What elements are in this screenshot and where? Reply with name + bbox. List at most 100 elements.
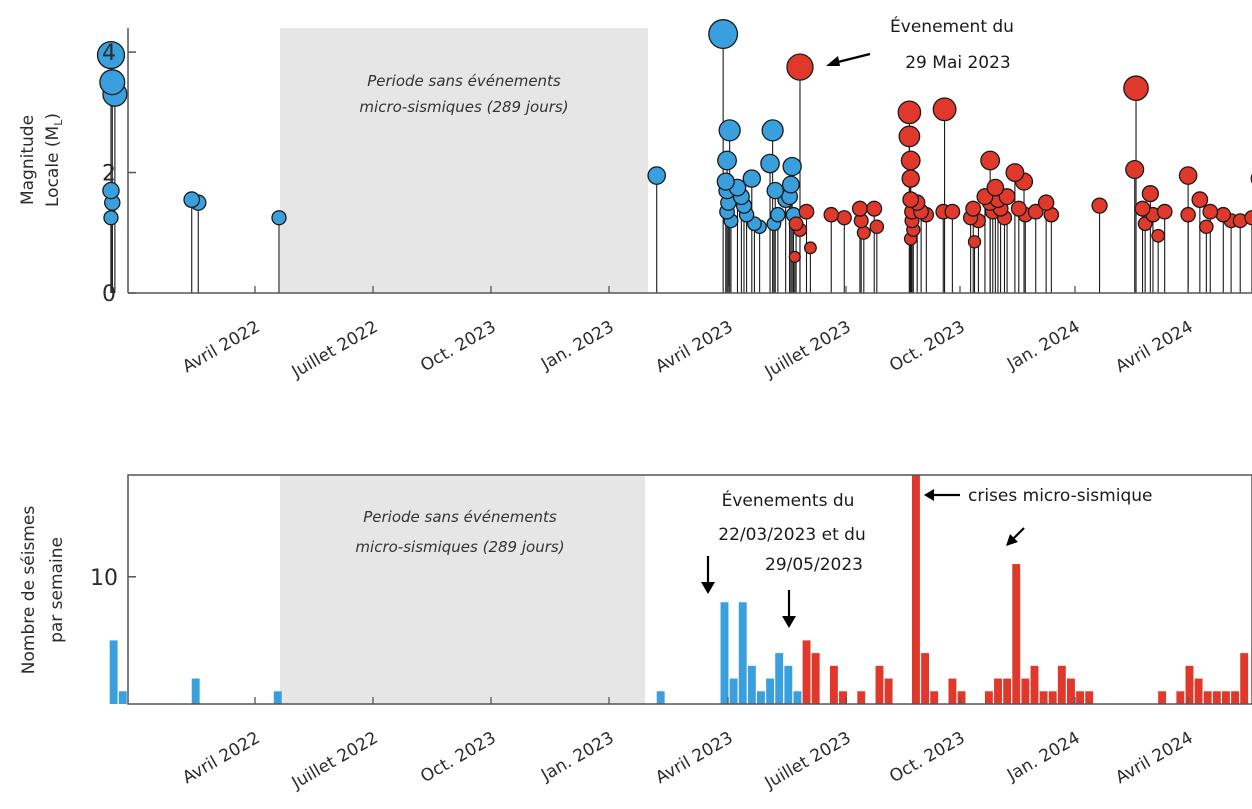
event-point-red-50 [1191,191,1209,209]
week-bar-21 [912,475,920,704]
week-bar-24 [948,678,957,704]
week-bar-31 [1030,665,1039,704]
week-bar-7 [738,602,747,704]
week-bar-19 [875,665,884,704]
event-point-red-39 [866,200,883,217]
x-ticks-2: Avril 2022 Juillet 2022 Oct. 2023 Jan. 2023… [179,697,1197,794]
week-bar-10 [766,678,775,704]
week-bar-23 [930,691,939,704]
event-point-red-1 [803,241,817,255]
week-bar-45 [1231,691,1240,704]
events-annotation-line3: 29/05/2023 [765,555,863,575]
x-tick2-label-7: Jan. 2024 [1003,728,1083,786]
event-point-red-8 [869,219,885,235]
event-point-red-5 [856,225,871,240]
event-point-blue-34 [708,19,739,49]
magnitude-points [96,19,1252,263]
weekly-count-panel: Periode sans événements micro-sismiques … [19,474,1252,794]
week-bar-28 [1003,678,1012,704]
week-bar-46 [1240,653,1249,704]
week-bar-30 [1021,678,1030,704]
event-point-red-60 [1125,159,1145,180]
y-tick-label-2: 2 [102,162,116,187]
event-point-red-44 [1091,197,1108,214]
y-axis-label-line1: Magnitude [18,115,38,205]
week-bar-32 [1039,691,1048,704]
event-point-red-29 [798,203,815,220]
magnitude-panel: Periode sans événements micro-sismiques … [18,15,1252,383]
x-tick2-label-5: Juillet 2023 [761,728,855,794]
event-point-blue-30 [761,119,784,142]
week-bar-39 [1176,691,1185,704]
week-bar-11 [775,653,784,704]
y-axis-label-line2: Locale (ML) [43,113,65,207]
event-point-blue-27 [760,153,780,174]
event-point-red-36 [1156,203,1173,220]
event-point-red-54 [986,178,1005,197]
x-tick-label-7: Jan. 2024 [1003,317,1083,375]
event-point-red-37 [1202,203,1219,220]
quiet-period-label-line2: micro-sismiques (289 jours) [359,98,568,116]
x-tick-label-4: Avril 2023 [652,317,736,377]
x-tick2-label-0: Avril 2022 [179,728,263,788]
x-tick2-label-6: Oct. 2023 [886,728,968,787]
week-bar-14 [802,640,811,704]
x-tick2-label-1: Juillet 2022 [288,728,382,794]
arrow-march-event-head [701,582,715,594]
week-bar-9 [757,691,765,704]
event-point-red-65 [932,97,957,122]
weekly-bars [109,475,1249,704]
week-bar-13 [793,691,802,704]
week-bar-41 [1194,678,1203,704]
event-point-blue-14 [183,191,201,209]
week-bar-27 [994,678,1002,704]
event-point-blue-18 [102,181,120,200]
week-bar-5 [720,602,729,704]
week-bar-44 [1221,691,1230,704]
week-bar-40 [1185,665,1194,704]
event-point-red-47 [1037,194,1055,211]
event-point-blue-29 [718,119,741,142]
y-tick2-label-10: 10 [90,566,118,591]
x-tick-label-6: Oct. 2023 [886,317,968,376]
x-tick-label-0: Avril 2022 [179,317,263,377]
week-bar-29 [1012,564,1021,704]
event-point-red-21 [823,206,840,223]
x-tick-label-2: Oct. 2023 [417,317,499,376]
week-bar-36 [1076,691,1085,704]
week-bar-3 [273,691,282,704]
week-bar-35 [1066,678,1075,704]
crisis-annotation: crises micro-sismique [968,486,1152,506]
y-axis-label2-line1: Nombre de séismes [19,506,39,675]
quiet-period-label2-line2: micro-sismiques (289 jours) [355,538,564,556]
week-bar-43 [1212,691,1221,704]
event-point-red-66 [1123,75,1149,102]
event-point-blue-20 [766,181,784,200]
event-point-red-62 [980,150,1001,171]
event-point-blue-28 [717,150,737,171]
x-tick-label-8: Avril 2024 [1112,317,1196,377]
arrow-may-event-head [782,616,796,628]
x-tick-label-5: Juillet 2023 [761,317,855,383]
event-point-red-17 [836,210,852,226]
week-bar-17 [839,691,847,704]
event-point-red-58 [1178,166,1198,185]
event-point-blue-24 [742,169,762,188]
week-bar-16 [829,665,838,704]
event-point-red-33 [944,203,961,220]
week-bar-26 [984,691,993,704]
event-point-blue-22 [781,175,800,194]
x-tick-label-3: Jan. 2023 [537,317,617,375]
y-ticks: 0 2 4 [102,41,136,307]
event-point-red-56 [901,169,920,188]
event-point-red-52 [998,188,1016,206]
week-bar-18 [857,691,866,704]
event-point-red-67 [786,53,814,81]
event-point-red-38 [851,200,868,217]
week-bar-6 [729,678,738,704]
week-bar-33 [1048,691,1057,704]
week-bar-37 [1085,691,1094,704]
event-point-red-64 [897,100,922,125]
event-point-red-27 [1215,206,1232,223]
